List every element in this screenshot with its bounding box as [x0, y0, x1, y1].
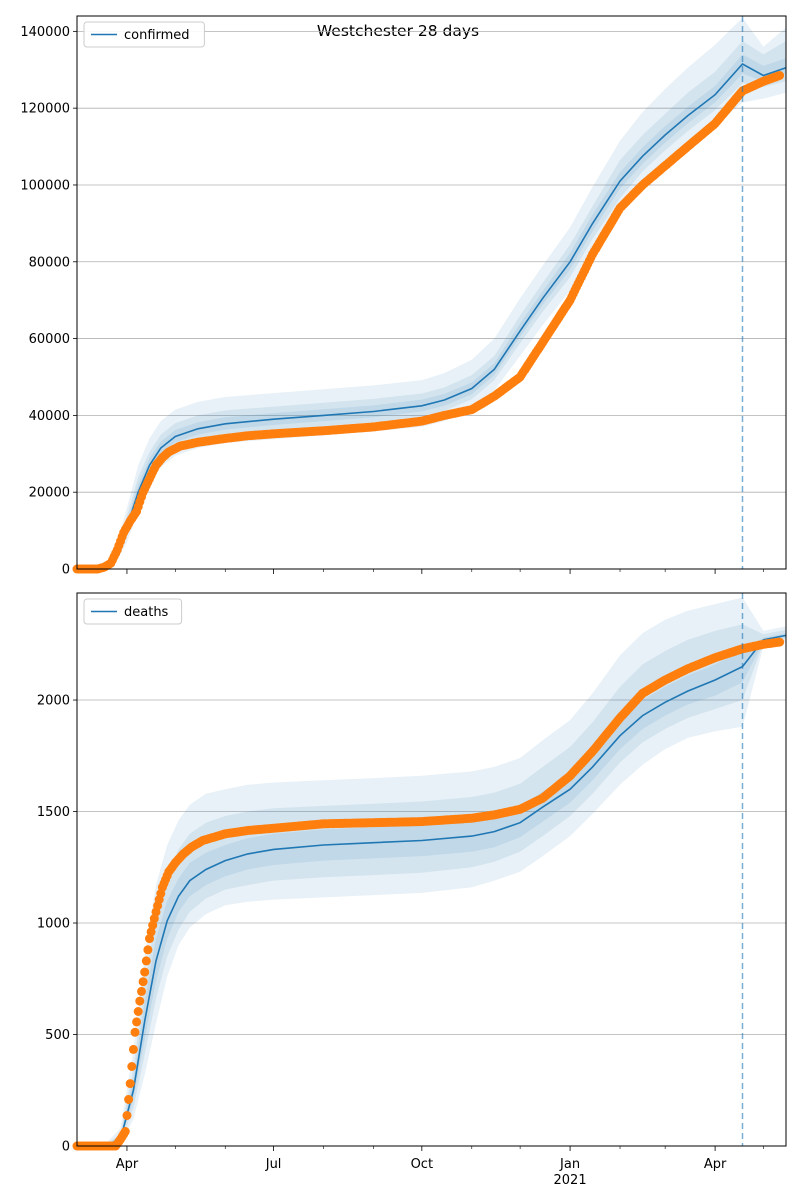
observed-point: [124, 1095, 134, 1104]
x-tick-label: Jul: [265, 1157, 282, 1172]
observed-point: [125, 1079, 135, 1089]
legend: deaths: [83, 598, 183, 625]
y-tick-label: 20000: [29, 486, 70, 501]
observed-point: [775, 71, 785, 80]
y-tick-label: 1000: [37, 917, 70, 932]
observed-point: [140, 967, 150, 977]
x-tick-label: Jan: [559, 1157, 580, 1172]
uncertainty-band-2: [77, 624, 786, 1146]
x-tick-label: Apr: [704, 1157, 727, 1172]
y-tick-label: 140000: [20, 25, 70, 40]
axes-frame: [76, 592, 787, 1147]
legend-label: deaths: [124, 605, 169, 620]
observed-point: [135, 996, 145, 1006]
x-tick-year-label: 2021: [554, 1173, 587, 1188]
observed-point: [137, 986, 146, 996]
confirmed-panel: 0 20000 40000 60000 80000 100000 120000 140000 c…: [20, 15, 787, 578]
observed-point: [120, 1127, 130, 1136]
observed-point: [133, 1007, 143, 1016]
legend-box: [83, 21, 205, 48]
observed-point: [130, 1027, 140, 1037]
y-tick-label: 2000: [37, 694, 70, 709]
observed-point: [143, 945, 153, 955]
observed-point: [132, 1017, 142, 1027]
y-tick-label: 120000: [20, 102, 70, 117]
y-tick-label: 0: [62, 1140, 70, 1155]
y-tick-label: 60000: [29, 332, 70, 347]
uncertainty-band-3: [77, 633, 786, 1146]
observed-point: [122, 1111, 132, 1120]
axes-frame: [76, 15, 787, 570]
x-tick-label: Oct: [411, 1157, 433, 1172]
y-tick-label: 100000: [20, 178, 70, 193]
confirmed-model-line: [77, 62, 787, 570]
deaths-observed-points: [72, 637, 785, 1151]
observed-point: [775, 637, 785, 647]
x-tick-label: Apr: [116, 1157, 139, 1172]
observed-point: [141, 956, 151, 966]
y-tick-label: 0: [62, 563, 70, 578]
y-tick-label: 80000: [29, 255, 70, 270]
legend: confirmed: [83, 21, 205, 48]
deaths-panel: 0 500 1000 1500 2000 deaths: [37, 592, 787, 1155]
observed-point: [138, 977, 148, 987]
y-tick-label: 40000: [29, 409, 70, 424]
deaths-model-line: [77, 634, 787, 1147]
y-tick-label: 500: [45, 1028, 70, 1043]
observed-point: [128, 1044, 138, 1054]
y-tick-label: 1500: [37, 805, 70, 820]
observed-point: [127, 1062, 137, 1071]
legend-label: confirmed: [124, 28, 190, 43]
legend-box: [83, 598, 183, 625]
